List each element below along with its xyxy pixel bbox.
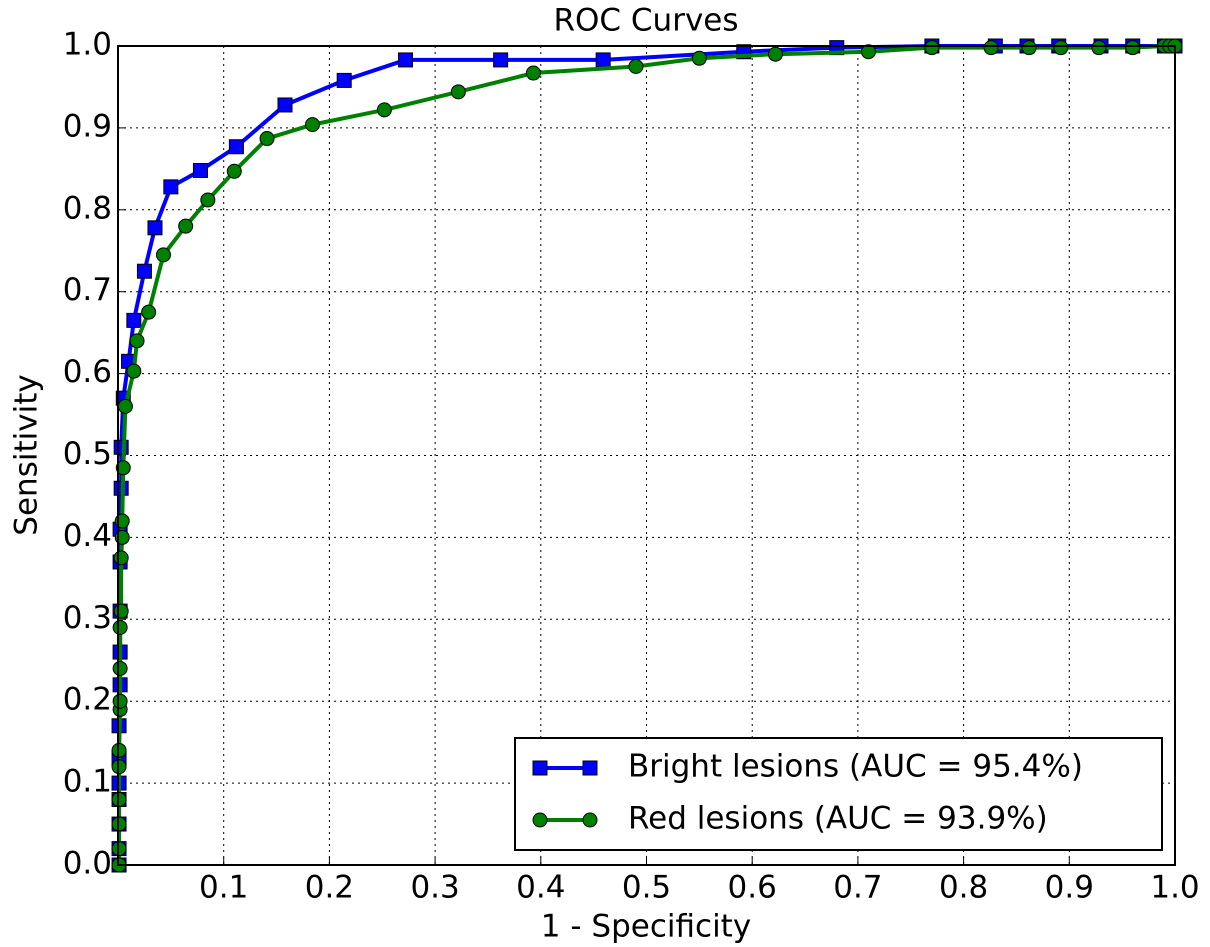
marker	[126, 363, 142, 379]
y-tick-label: 0.2	[63, 682, 112, 718]
marker	[200, 192, 216, 208]
marker	[228, 139, 244, 155]
x-tick-label: 0.3	[410, 870, 459, 906]
marker	[336, 72, 352, 88]
marker	[525, 65, 541, 81]
x-tick-label: 0.9	[1045, 870, 1094, 906]
marker	[595, 52, 611, 68]
marker	[126, 312, 142, 328]
marker	[226, 163, 242, 179]
marker	[628, 58, 644, 74]
y-tick-label: 0.7	[63, 272, 112, 308]
marker	[129, 333, 145, 349]
x-tick-label: 0.5	[622, 870, 671, 906]
legend-label: Red lesions (AUC = 93.9%)	[628, 801, 1048, 837]
y-tick-label: 0.9	[63, 108, 112, 144]
legend-label: Bright lesions (AUC = 95.4%)	[628, 749, 1083, 785]
marker	[277, 97, 293, 113]
marker	[767, 46, 783, 62]
legend-box	[514, 737, 1163, 851]
marker	[582, 760, 598, 776]
marker	[983, 40, 999, 56]
marker	[376, 102, 392, 118]
y-axis-label: Sensitivity	[9, 374, 45, 535]
y-tick-label: 0.3	[63, 600, 112, 636]
marker	[1053, 40, 1069, 56]
x-axis-label: 1 - Specificity	[541, 909, 751, 945]
marker	[147, 220, 163, 236]
x-tick-label: 1.0	[1150, 870, 1199, 906]
marker	[192, 162, 208, 178]
marker	[532, 760, 548, 776]
marker	[111, 791, 127, 807]
marker	[155, 247, 171, 263]
y-tick-label: 0.4	[63, 518, 112, 554]
marker	[691, 50, 707, 66]
x-tick-label: 0.6	[728, 870, 777, 906]
marker	[860, 44, 876, 60]
marker	[117, 398, 133, 414]
marker	[111, 816, 127, 832]
x-tick-label: 0.8	[939, 870, 988, 906]
y-tick-label: 0.1	[63, 764, 112, 800]
marker	[112, 619, 128, 635]
y-tick-label: 0.5	[63, 436, 112, 472]
marker	[1125, 40, 1141, 56]
plot-frame	[117, 45, 1176, 866]
y-tick-label: 0.0	[63, 846, 112, 882]
marker	[259, 131, 275, 147]
y-tick-label: 0.6	[63, 354, 112, 390]
marker	[111, 759, 127, 775]
marker	[113, 603, 129, 619]
marker	[304, 117, 320, 133]
marker	[112, 660, 128, 676]
marker	[1021, 40, 1037, 56]
marker	[1091, 40, 1107, 56]
marker	[398, 52, 414, 68]
marker	[111, 742, 127, 758]
x-tick-label: 0.1	[199, 870, 248, 906]
marker	[112, 693, 128, 709]
marker	[115, 460, 131, 476]
marker	[532, 812, 548, 828]
marker	[450, 84, 466, 100]
marker	[924, 40, 940, 56]
x-tick-label: 0.4	[516, 870, 565, 906]
x-tick-label: 0.7	[833, 870, 882, 906]
marker	[141, 304, 157, 320]
chart-title: ROC Curves	[553, 3, 738, 39]
marker	[493, 52, 509, 68]
marker	[113, 550, 129, 566]
marker	[111, 841, 127, 857]
x-tick-label: 0.2	[305, 870, 354, 906]
marker	[582, 812, 598, 828]
y-tick-label: 1.0	[63, 27, 112, 63]
marker	[163, 179, 179, 195]
marker	[136, 263, 152, 279]
y-tick-label: 0.8	[63, 190, 112, 226]
marker	[178, 218, 194, 234]
